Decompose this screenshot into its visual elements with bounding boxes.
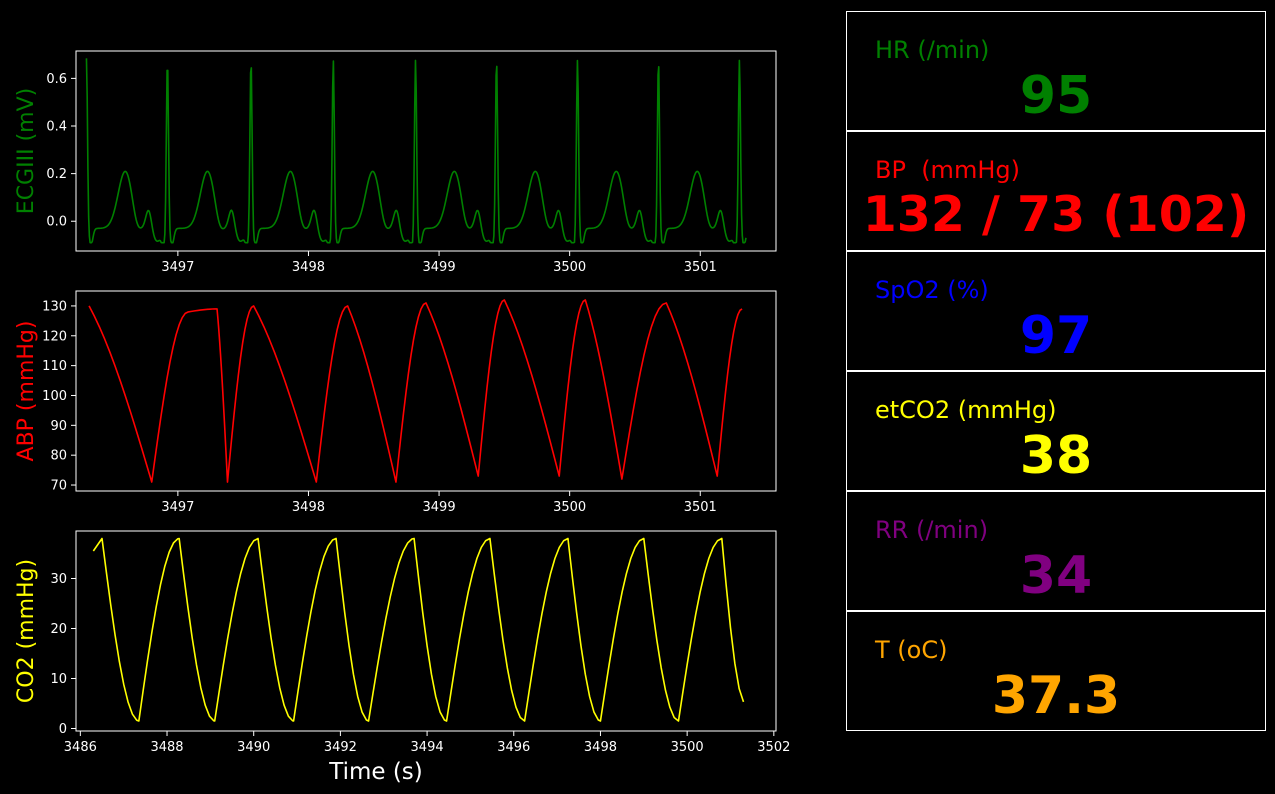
bp-value: 132 / 73 (102) xyxy=(862,186,1250,243)
abp-xtick-label: 3501 xyxy=(684,500,717,515)
abp-xtick-label: 3500 xyxy=(553,500,586,515)
rr-tile: RR (/min) 34 xyxy=(846,491,1266,611)
co2-ylabel: CO2 (mmHg) xyxy=(14,559,39,703)
co2-plot-frame xyxy=(75,530,777,732)
spo2-value: 97 xyxy=(1019,306,1093,366)
ecg-xtick-label: 3501 xyxy=(684,260,717,275)
abp-ytick-label: 90 xyxy=(50,419,67,434)
co2-xtick-label: 3496 xyxy=(497,740,530,755)
abp-ylabel: ABP (mmHg) xyxy=(14,321,39,462)
co2-ytick-label: 0 xyxy=(59,722,67,737)
ecg-ytick-label: 0.4 xyxy=(46,120,67,135)
hr-tile: HR (/min) 95 xyxy=(846,11,1266,131)
ecg-xtick-label: 3498 xyxy=(292,260,325,275)
hr-label: HR (/min) xyxy=(875,36,990,64)
abp-ytick-label: 130 xyxy=(42,299,67,314)
co2-xtick-label: 3492 xyxy=(324,740,357,755)
co2-xtick-label: 3502 xyxy=(757,740,790,755)
abp-xtick-label: 3499 xyxy=(423,500,456,515)
co2-xtick-label: 3490 xyxy=(237,740,270,755)
co2-xtick-label: 3498 xyxy=(584,740,617,755)
temp-tile: T (oC) 37.3 xyxy=(846,611,1266,731)
abp-plot-frame xyxy=(75,290,777,492)
spo2-label: SpO2 (%) xyxy=(875,276,989,304)
temp-label: T (oC) xyxy=(875,636,948,664)
co2-xtick-label: 3486 xyxy=(64,740,97,755)
co2-ytick-label: 10 xyxy=(50,672,67,687)
ecg-xtick-label: 3500 xyxy=(553,260,586,275)
ecg-ytick-label: 0.6 xyxy=(46,72,67,87)
abp-ytick-label: 70 xyxy=(50,479,67,494)
ecg-ylabel: ECGIII (mV) xyxy=(14,88,39,214)
ecg-plot-frame xyxy=(75,50,777,252)
etco2-value: 38 xyxy=(1019,426,1093,486)
co2-ytick-label: 30 xyxy=(50,572,67,587)
abp-xtick-label: 3497 xyxy=(161,500,194,515)
etco2-label: etCO2 (mmHg) xyxy=(875,396,1057,424)
etco2-tile: etCO2 (mmHg) 38 xyxy=(846,371,1266,491)
abp-ytick-label: 80 xyxy=(50,449,67,464)
co2-series-line xyxy=(92,537,745,722)
spo2-tile: SpO2 (%) 97 xyxy=(846,251,1266,371)
waveform-charts: 3497 3498 3499 3500 3501 0.0 0.2 0.4 0.6 ECGIII (… xyxy=(14,50,790,785)
rr-value: 34 xyxy=(1019,546,1093,606)
co2-xtick-label: 3488 xyxy=(150,740,183,755)
ecg-xtick-label: 3497 xyxy=(161,260,194,275)
ecg-series-line xyxy=(85,58,747,244)
bp-tile: BP (mmHg) 132 / 73 (102) xyxy=(846,131,1266,251)
rr-label: RR (/min) xyxy=(875,516,989,544)
co2-xtick-label: 3500 xyxy=(671,740,704,755)
co2-xtick-label: 3494 xyxy=(411,740,444,755)
abp-ytick-label: 120 xyxy=(42,329,67,344)
abp-series-line xyxy=(88,299,743,483)
abp-ytick-label: 110 xyxy=(42,359,67,374)
ecg-xtick-label: 3499 xyxy=(423,260,456,275)
abp-ytick-label: 100 xyxy=(42,389,67,404)
abp-xtick-label: 3498 xyxy=(292,500,325,515)
ecg-ytick-label: 0.0 xyxy=(46,215,67,230)
co2-ytick-label: 20 xyxy=(50,622,67,637)
co2-xlabel: Time (s) xyxy=(328,759,423,785)
hr-value: 95 xyxy=(1019,66,1093,126)
bp-label: BP (mmHg) xyxy=(875,156,1020,184)
ecg-ytick-label: 0.2 xyxy=(46,167,67,182)
temp-value: 37.3 xyxy=(991,666,1121,726)
